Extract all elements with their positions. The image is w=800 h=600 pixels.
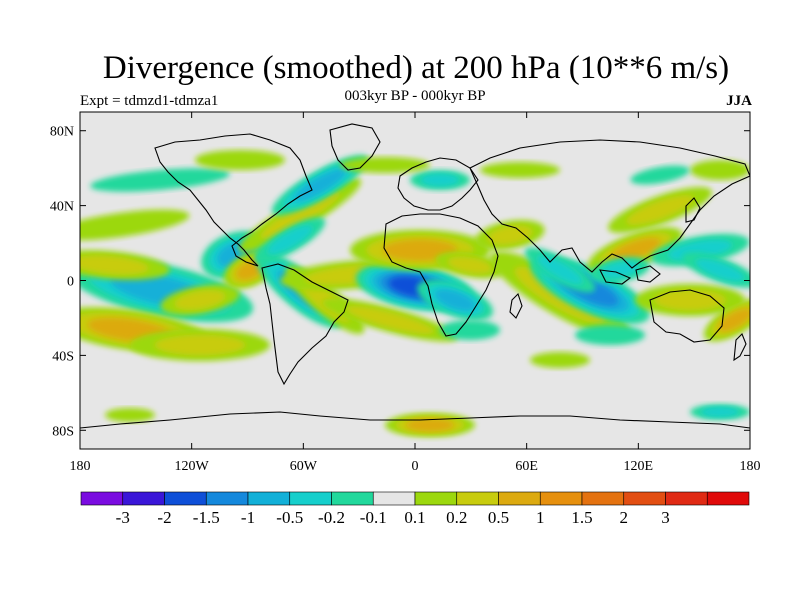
colorbar-swatch [289,491,332,506]
colorbar-label: 3 [661,508,670,527]
lon-tick-label: 120W [175,459,210,474]
convergence-positive-contour [80,209,190,241]
convergence-positive-contour [340,157,430,173]
colorbar-swatch [164,491,207,506]
colorbar: -3 -2 -1.5 -1 -0.5 -0.2 -0.1 0.1 0.2 0.5 1 1.5 2 3 [80,491,750,527]
divergence-negative-contour [267,225,313,255]
colorbar-label: -0.5 [276,508,303,527]
lon-tick-label: 180 [70,459,91,474]
colorbar-swatch [539,491,583,506]
convergence-positive-contour [260,190,340,240]
colorbar-label: -0.2 [318,508,345,527]
convergence-positive-contour [626,195,694,225]
divergence-negative-contour [420,173,460,187]
convergence-positive-contour [690,160,750,180]
divergence-negative-contour [434,289,476,311]
convergence-positive-contour [480,162,560,178]
colorbar-label: 2 [620,508,629,527]
divergence-negative-contour [440,320,500,340]
convergence-positive-contour [174,289,226,311]
map-title: Divergence (smoothed) at 200 hPa (10**6 … [102,50,730,86]
colorbar-label: 0.2 [446,508,467,527]
divergence-negative-contour [695,258,745,282]
colorbar-swatch [665,491,708,506]
divergence-field [80,150,750,437]
colorbar-label: 1.5 [571,508,592,527]
lat-tick-label: 0 [67,275,74,290]
colorbar-swatch [706,491,750,506]
divergence-negative-contour [700,406,740,418]
lon-tick-label: 180 [740,459,761,474]
divergence-negative-contour [575,325,645,345]
colorbar-swatch [372,491,416,506]
lon-tick-label: 120E [624,459,654,474]
divergence-negative-contour [90,168,230,192]
colorbar-label: -2 [157,508,171,527]
colorbar-label: 0.5 [488,508,509,527]
divergence-negative-contour [630,165,690,185]
colorbar-swatch [414,491,458,506]
lat-tick-label: 80N [50,125,74,140]
coastlines [80,123,750,429]
colorbar-swatch [80,491,124,506]
season-label: JJA [726,93,752,109]
lat-tick-label: 40N [50,200,74,215]
lon-tick-label: 0 [412,459,419,474]
convergence-positive-contour [195,150,285,170]
colorbar-swatch [581,491,625,506]
colorbar-label: 0.1 [404,508,425,527]
convergence-positive-contour [105,408,155,422]
lat-tick-label: 40S [52,349,74,364]
colorbar-label: -0.1 [360,508,387,527]
map-axes: 80N 40N 0 40S 80S 180 120W 60W 0 60E 120E 180 [50,112,761,474]
convergence-positive-contour [346,306,434,334]
colorbar-swatch [331,491,374,506]
experiment-label: Expt = tdmzd1-tdmza1 [80,93,219,109]
colorbar-label: -3 [116,508,130,527]
colorbar-swatch [205,491,249,506]
lon-tick-label: 60E [515,459,538,474]
lon-tick-label: 60W [290,459,318,474]
convergence-positive-contour [154,334,246,356]
convergence-positive-contour [718,308,750,332]
lat-tick-label: 80S [52,424,74,439]
colorbar-swatch [623,491,666,506]
colorbar-label: -1.5 [193,508,220,527]
colorbar-swatch [498,491,541,506]
convergence-positive-contour [609,237,661,263]
period-label: 003kyr BP - 000kyr BP [344,88,486,104]
colorbar-label: 1 [536,508,545,527]
convergence-positive-contour [487,225,533,245]
divergence-negative-contour [537,255,583,285]
convergence-positive-contour [447,256,493,274]
colorbar-swatch [122,491,165,506]
convergence-positive-contour [406,418,454,432]
convergence-positive-contour [80,255,149,275]
convergence-positive-contour [530,352,590,368]
colorbar-label: -1 [241,508,255,527]
colorbar-swatch [247,491,291,506]
colorbar-swatch [456,491,499,506]
